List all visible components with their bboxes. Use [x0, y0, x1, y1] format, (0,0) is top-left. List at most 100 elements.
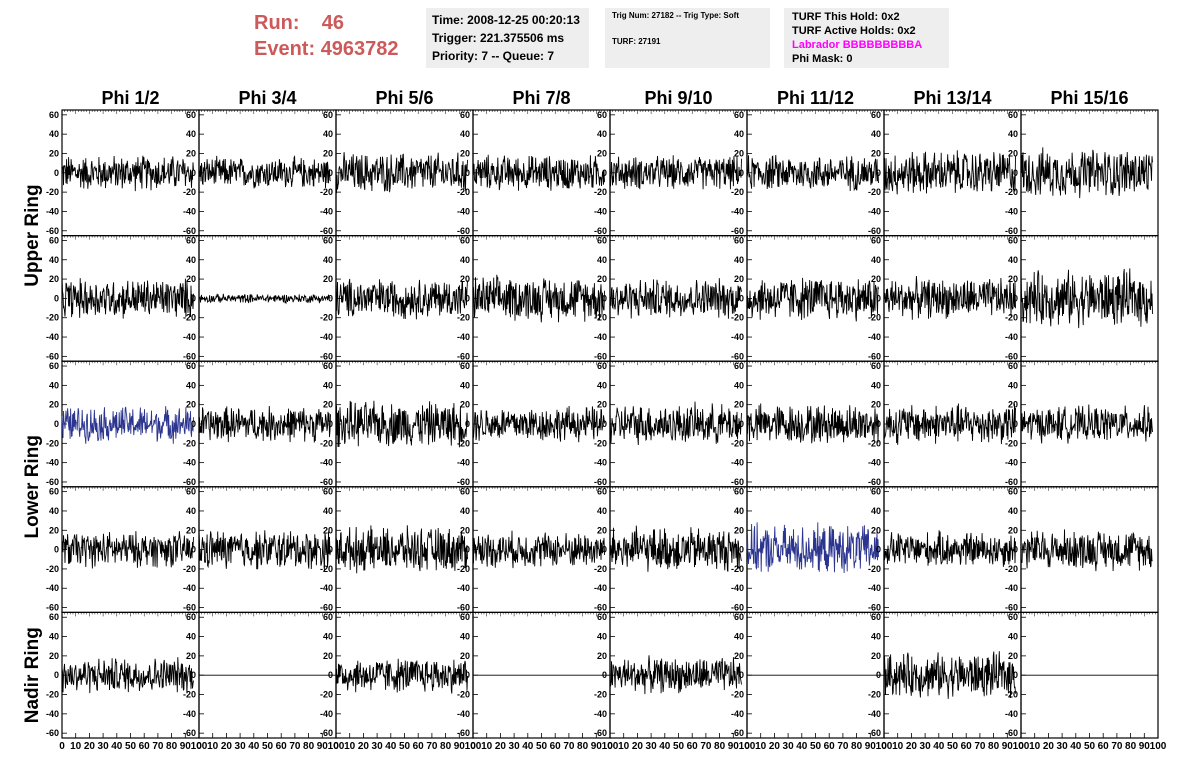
y-tick-label: 60 [323, 235, 333, 245]
waveform-trace [746, 403, 879, 444]
y-tick-label: -60 [1005, 226, 1018, 236]
y-tick-label: -40 [731, 709, 744, 719]
x-tick-label: 50 [399, 741, 411, 752]
x-tick-label: 30 [783, 741, 795, 752]
y-tick-label: 0 [328, 168, 333, 178]
x-tick-label: 30 [646, 741, 658, 752]
x-tick-label: 10 [1029, 741, 1041, 752]
y-tick-label: 60 [871, 110, 881, 120]
y-tick-label: -20 [731, 690, 744, 700]
column-title-2: Phi 3/4 [238, 88, 296, 108]
y-tick-label: 40 [186, 129, 196, 139]
y-tick-label: -40 [320, 458, 333, 468]
y-tick-label: 20 [871, 148, 881, 158]
waveform-trace [61, 276, 194, 319]
y-tick-label: 20 [871, 274, 881, 284]
event-label: Event: [254, 38, 316, 60]
x-tick-label: 20 [769, 741, 781, 752]
y-tick-label: -20 [46, 690, 59, 700]
y-tick-label: 60 [323, 487, 333, 497]
y-tick-label: -60 [868, 226, 881, 236]
waveform-trace [61, 657, 194, 694]
y-tick-label: 0 [602, 168, 607, 178]
waveform-trace [335, 658, 468, 694]
y-tick-label: -60 [594, 477, 607, 487]
x-tick-label: 100 [465, 741, 482, 752]
y-tick-label: -20 [594, 187, 607, 197]
x-tick-label: 0 [470, 741, 476, 752]
y-tick-label: -20 [868, 438, 881, 448]
x-tick-label: 10 [755, 741, 767, 752]
phi-mask-text: Phi Mask: 0 [792, 53, 853, 65]
x-tick-label: 20 [906, 741, 918, 752]
row-group-label: Nadir Ring [22, 627, 43, 723]
x-tick-label: 70 [152, 741, 164, 752]
y-tick-label: 40 [323, 129, 333, 139]
x-tick-label: 0 [196, 741, 202, 752]
x-tick-label: 20 [358, 741, 370, 752]
y-tick-label: -20 [594, 438, 607, 448]
x-tick-label: 100 [1013, 741, 1030, 752]
x-tick-label: 50 [947, 741, 959, 752]
x-tick-label: 70 [563, 741, 575, 752]
waveform-trace [335, 278, 468, 320]
y-tick-label: 20 [49, 400, 59, 410]
waveform-trace [609, 655, 742, 695]
y-tick-label: 40 [871, 255, 881, 265]
x-tick-label: 10 [618, 741, 630, 752]
y-tick-label: 60 [871, 612, 881, 622]
x-tick-label: 90 [317, 741, 329, 752]
row-group-label: Upper Ring [22, 184, 43, 286]
y-tick-label: 60 [49, 235, 59, 245]
x-tick-label: 40 [659, 741, 671, 752]
y-tick-label: -20 [183, 187, 196, 197]
y-tick-label: 0 [54, 670, 59, 680]
y-tick-label: -60 [457, 226, 470, 236]
y-tick-label: -40 [868, 709, 881, 719]
y-tick-label: -40 [320, 709, 333, 719]
y-tick-label: 60 [460, 612, 470, 622]
x-tick-label: 80 [440, 741, 452, 752]
y-tick-label: -40 [320, 206, 333, 216]
y-tick-label: 0 [465, 168, 470, 178]
x-tick-label: 80 [714, 741, 726, 752]
y-tick-label: 0 [739, 293, 744, 303]
y-tick-label: 60 [323, 612, 333, 622]
y-tick-label: 40 [186, 506, 196, 516]
x-tick-label: 20 [495, 741, 507, 752]
y-tick-label: 20 [460, 525, 470, 535]
y-tick-label: 60 [49, 110, 59, 120]
waveform-trace [472, 274, 605, 323]
x-tick-label: 40 [796, 741, 808, 752]
y-tick-label: 0 [191, 168, 196, 178]
waveform-trace [1020, 147, 1153, 199]
waveform-trace [61, 155, 194, 192]
trig-num-text: Trig Num: 27182 -- Trig Type: Soft [612, 11, 739, 20]
y-tick-label: 60 [460, 110, 470, 120]
waveform-trace [746, 522, 879, 574]
x-tick-label: 10 [207, 741, 219, 752]
y-tick-label: 0 [602, 670, 607, 680]
y-tick-label: -20 [183, 313, 196, 323]
y-tick-label: -60 [868, 603, 881, 613]
y-tick-label: -60 [731, 728, 744, 738]
run-event-block: Run: 46 Event: 4963782 [254, 10, 399, 62]
waveform-trace [198, 155, 331, 189]
x-tick-label: 10 [892, 741, 904, 752]
x-tick-label: 30 [98, 741, 110, 752]
y-tick-label: 60 [734, 110, 744, 120]
y-tick-label: 40 [871, 380, 881, 390]
waveform-trace [198, 530, 331, 571]
y-tick-label: 20 [734, 400, 744, 410]
x-tick-label: 60 [413, 741, 425, 752]
x-tick-label: 30 [372, 741, 384, 752]
x-tick-label: 60 [824, 741, 836, 752]
y-tick-label: -40 [868, 206, 881, 216]
y-tick-label: 0 [1013, 293, 1018, 303]
y-tick-label: 20 [49, 651, 59, 661]
y-tick-label: -60 [457, 603, 470, 613]
y-tick-label: 60 [460, 235, 470, 245]
y-tick-label: 60 [597, 235, 607, 245]
y-tick-label: 20 [1008, 148, 1018, 158]
